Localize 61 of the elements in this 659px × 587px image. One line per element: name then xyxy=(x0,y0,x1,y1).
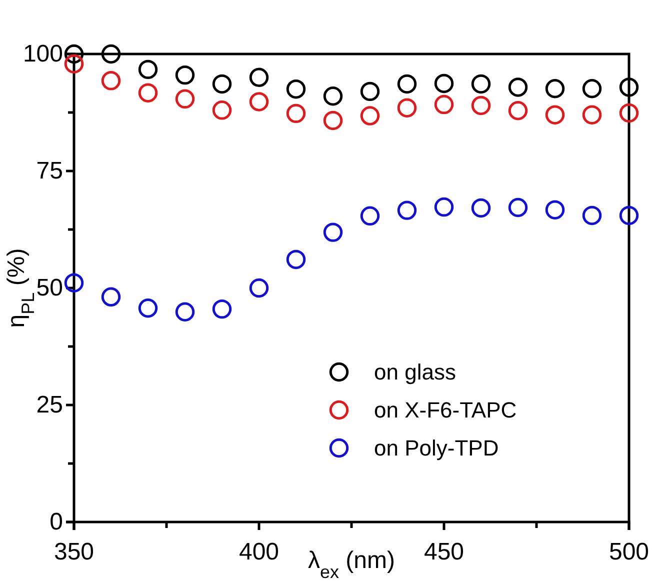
point xyxy=(64,54,84,74)
point xyxy=(508,101,528,120)
point xyxy=(286,80,306,99)
point xyxy=(286,250,306,270)
point xyxy=(471,74,491,94)
point xyxy=(397,74,417,94)
point xyxy=(545,105,565,124)
point xyxy=(101,44,121,64)
point xyxy=(323,86,343,106)
y-tick-label: 0 xyxy=(50,508,63,536)
point xyxy=(323,110,343,130)
point xyxy=(64,273,84,292)
point xyxy=(101,71,121,90)
point xyxy=(175,65,195,85)
point xyxy=(175,89,195,109)
point xyxy=(545,79,565,98)
y-tick-label: 100 xyxy=(22,40,63,68)
point xyxy=(434,74,454,94)
point xyxy=(323,222,343,242)
point xyxy=(212,100,232,120)
point xyxy=(582,105,602,124)
legend-label: on glass xyxy=(374,360,456,385)
point xyxy=(360,206,380,226)
point xyxy=(138,60,158,80)
point xyxy=(619,206,639,226)
legend-label: on X-F6-TAPC xyxy=(374,398,517,423)
y-tick-label: 75 xyxy=(36,158,63,185)
point xyxy=(508,198,528,218)
point xyxy=(249,278,269,298)
point xyxy=(249,92,269,112)
legend-label: on Poly-TPD xyxy=(374,436,499,461)
point xyxy=(582,79,602,98)
point xyxy=(138,83,158,102)
y-tick-label: 25 xyxy=(36,392,63,419)
point xyxy=(397,200,417,220)
point xyxy=(64,44,84,64)
point xyxy=(545,200,565,220)
point xyxy=(434,94,454,114)
x-tick-label: 400 xyxy=(238,538,280,566)
y-tick-label: 50 xyxy=(36,274,63,302)
point xyxy=(508,78,528,97)
point xyxy=(582,206,602,226)
point xyxy=(101,287,121,306)
point xyxy=(175,302,195,322)
point xyxy=(619,103,639,123)
point xyxy=(249,68,269,87)
x-tick-label: 450 xyxy=(424,538,464,566)
point xyxy=(138,298,158,318)
point xyxy=(471,198,491,218)
point xyxy=(360,82,380,102)
x-tick-label: 500 xyxy=(608,538,650,566)
point xyxy=(471,96,491,116)
point xyxy=(619,78,639,97)
point xyxy=(397,98,417,118)
point xyxy=(286,104,306,124)
point xyxy=(212,299,232,319)
point xyxy=(212,74,232,94)
point xyxy=(360,106,380,126)
x-tick-label: 350 xyxy=(54,538,94,566)
point xyxy=(434,197,454,217)
x-axis-title: λ$_{ex}$ (nm) xyxy=(308,547,396,582)
